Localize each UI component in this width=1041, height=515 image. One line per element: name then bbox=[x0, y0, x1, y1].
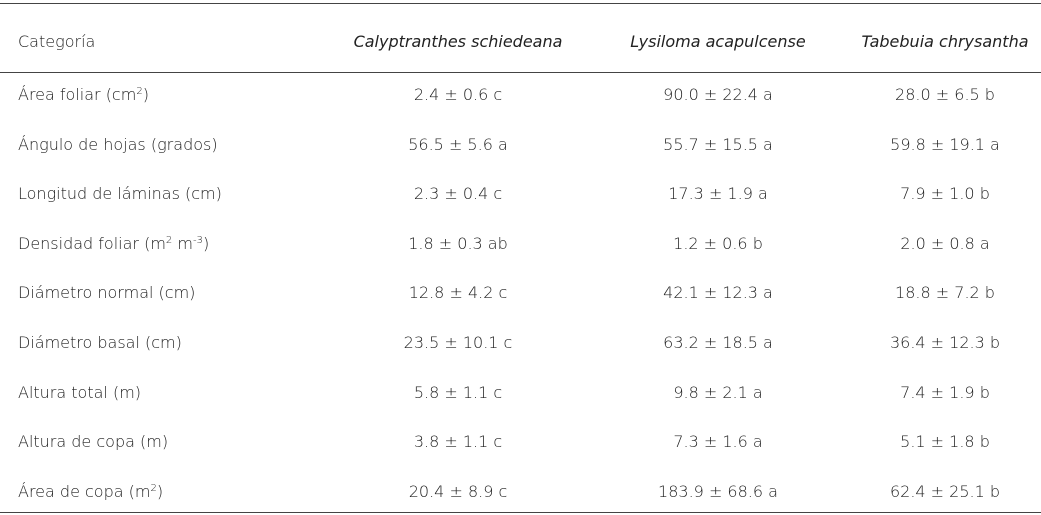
label-text: Diámetro normal (cm) bbox=[18, 283, 196, 303]
label-text: Área de copa (m bbox=[18, 481, 151, 501]
row-label: Ángulo de hojas (grados) bbox=[18, 135, 218, 155]
row-label: Diámetro normal (cm) bbox=[18, 283, 195, 303]
label-text: Área foliar (cm bbox=[18, 85, 137, 104]
label-text: Altura total (m) bbox=[18, 382, 142, 402]
value-cell: 1.8 ± 0.3 ab bbox=[408, 233, 508, 253]
value-cell: 2.0 ± 0.8 a bbox=[900, 233, 990, 253]
value-cell: 56.5 ± 5.6 a bbox=[408, 134, 508, 154]
value-cell: 23.5 ± 10.1 c bbox=[403, 333, 513, 352]
value-cell: 17.3 ± 1.9 a bbox=[668, 184, 768, 204]
label-text: ) bbox=[202, 233, 210, 253]
value-cell: 12.8 ± 4.2 c bbox=[408, 283, 508, 303]
value-cell: 28.0 ± 6.5 b bbox=[895, 85, 995, 104]
value-cell: 63.2 ± 18.5 a bbox=[663, 333, 773, 352]
row-label: Área de copa (m2) bbox=[18, 482, 163, 502]
value-cell: 7.9 ± 1.0 b bbox=[900, 184, 990, 204]
label-text: Ángulo de hojas (grados) bbox=[18, 134, 218, 154]
value-cell: 36.4 ± 12.3 b bbox=[889, 333, 1001, 352]
row-label: Densidad foliar (m2 m-3) bbox=[18, 234, 209, 254]
header-cell: Calyptranthes schiedeana bbox=[353, 32, 563, 51]
value-cell: 7.4 ± 1.9 b bbox=[900, 382, 990, 402]
value-cell: 90.0 ± 22.4 a bbox=[663, 85, 773, 104]
row-label: Diámetro basal (cm) bbox=[18, 333, 182, 353]
label-text: Densidad foliar (m bbox=[18, 233, 166, 253]
superscript: 2 bbox=[165, 234, 173, 246]
value-cell: 55.7 ± 15.5 a bbox=[663, 134, 773, 154]
label-text: Altura de copa (m) bbox=[18, 432, 169, 452]
superscript: 2 bbox=[150, 482, 157, 494]
row-label: Altura total (m) bbox=[18, 383, 141, 403]
value-cell: 42.1 ± 12.3 a bbox=[663, 283, 773, 303]
row-label: Altura de copa (m) bbox=[18, 432, 168, 452]
value-cell: 5.1 ± 1.8 b bbox=[900, 432, 990, 452]
value-cell: 20.4 ± 8.9 c bbox=[408, 481, 508, 501]
superscript: -3 bbox=[192, 234, 203, 246]
value-cell: 1.2 ± 0.6 b bbox=[673, 233, 763, 253]
label-text: ) bbox=[142, 85, 149, 104]
row-label: Área foliar (cm2) bbox=[18, 85, 149, 105]
header-rule bbox=[0, 72, 1041, 73]
header-cell: Lysiloma acapulcense bbox=[630, 32, 806, 51]
value-cell: 2.4 ± 0.6 c bbox=[413, 85, 503, 104]
label-text: Longitud de láminas (cm) bbox=[18, 184, 222, 204]
value-cell: 9.8 ± 2.1 a bbox=[673, 382, 763, 402]
header-cell: Categoría bbox=[18, 32, 96, 51]
value-cell: 3.8 ± 1.1 c bbox=[413, 432, 503, 452]
value-cell: 5.8 ± 1.1 c bbox=[413, 382, 503, 402]
superscript: 2 bbox=[136, 86, 143, 97]
label-text: m bbox=[172, 233, 193, 253]
value-cell: 59.8 ± 19.1 a bbox=[890, 134, 1000, 154]
label-text: Diámetro basal (cm) bbox=[18, 333, 182, 352]
value-cell: 2.3 ± 0.4 c bbox=[413, 184, 503, 204]
value-cell: 62.4 ± 25.1 b bbox=[889, 481, 1001, 501]
top-rule bbox=[0, 3, 1041, 4]
header-cell: Tabebuia chrysantha bbox=[861, 32, 1029, 51]
bottom-rule bbox=[0, 512, 1041, 513]
label-text: ) bbox=[156, 481, 164, 501]
value-cell: 18.8 ± 7.2 b bbox=[895, 283, 995, 303]
value-cell: 183.9 ± 68.6 a bbox=[658, 481, 778, 501]
row-label: Longitud de láminas (cm) bbox=[18, 184, 222, 204]
value-cell: 7.3 ± 1.6 a bbox=[673, 432, 763, 452]
